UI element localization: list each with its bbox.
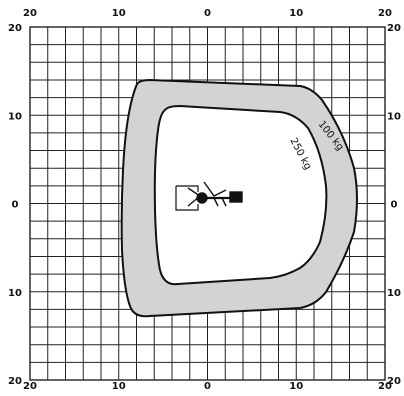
tick-left: 10 [8,288,22,299]
tick-top: 10 [289,8,303,19]
tick-left: 20 [8,376,22,387]
tick-right: 10 [387,288,401,299]
tick-bottom: 20 [378,381,392,391]
tick-right: 0 [391,200,398,211]
tick-bottom: 10 [289,381,303,391]
tick-top: 20 [378,8,392,19]
tick-right: 10 [387,111,401,122]
tick-left: 20 [8,23,22,34]
tick-top: 10 [112,8,126,19]
tick-left: 0 [12,200,19,211]
tick-bottom: 10 [112,381,126,391]
tick-bottom: 0 [204,381,211,391]
tick-top: 20 [23,8,37,19]
tick-right: 20 [387,376,401,387]
tick-top: 0 [204,8,211,19]
tick-right: 20 [387,23,401,34]
tick-bottom: 20 [23,381,37,391]
tick-left: 10 [8,111,22,122]
worker-icon [175,181,243,211]
